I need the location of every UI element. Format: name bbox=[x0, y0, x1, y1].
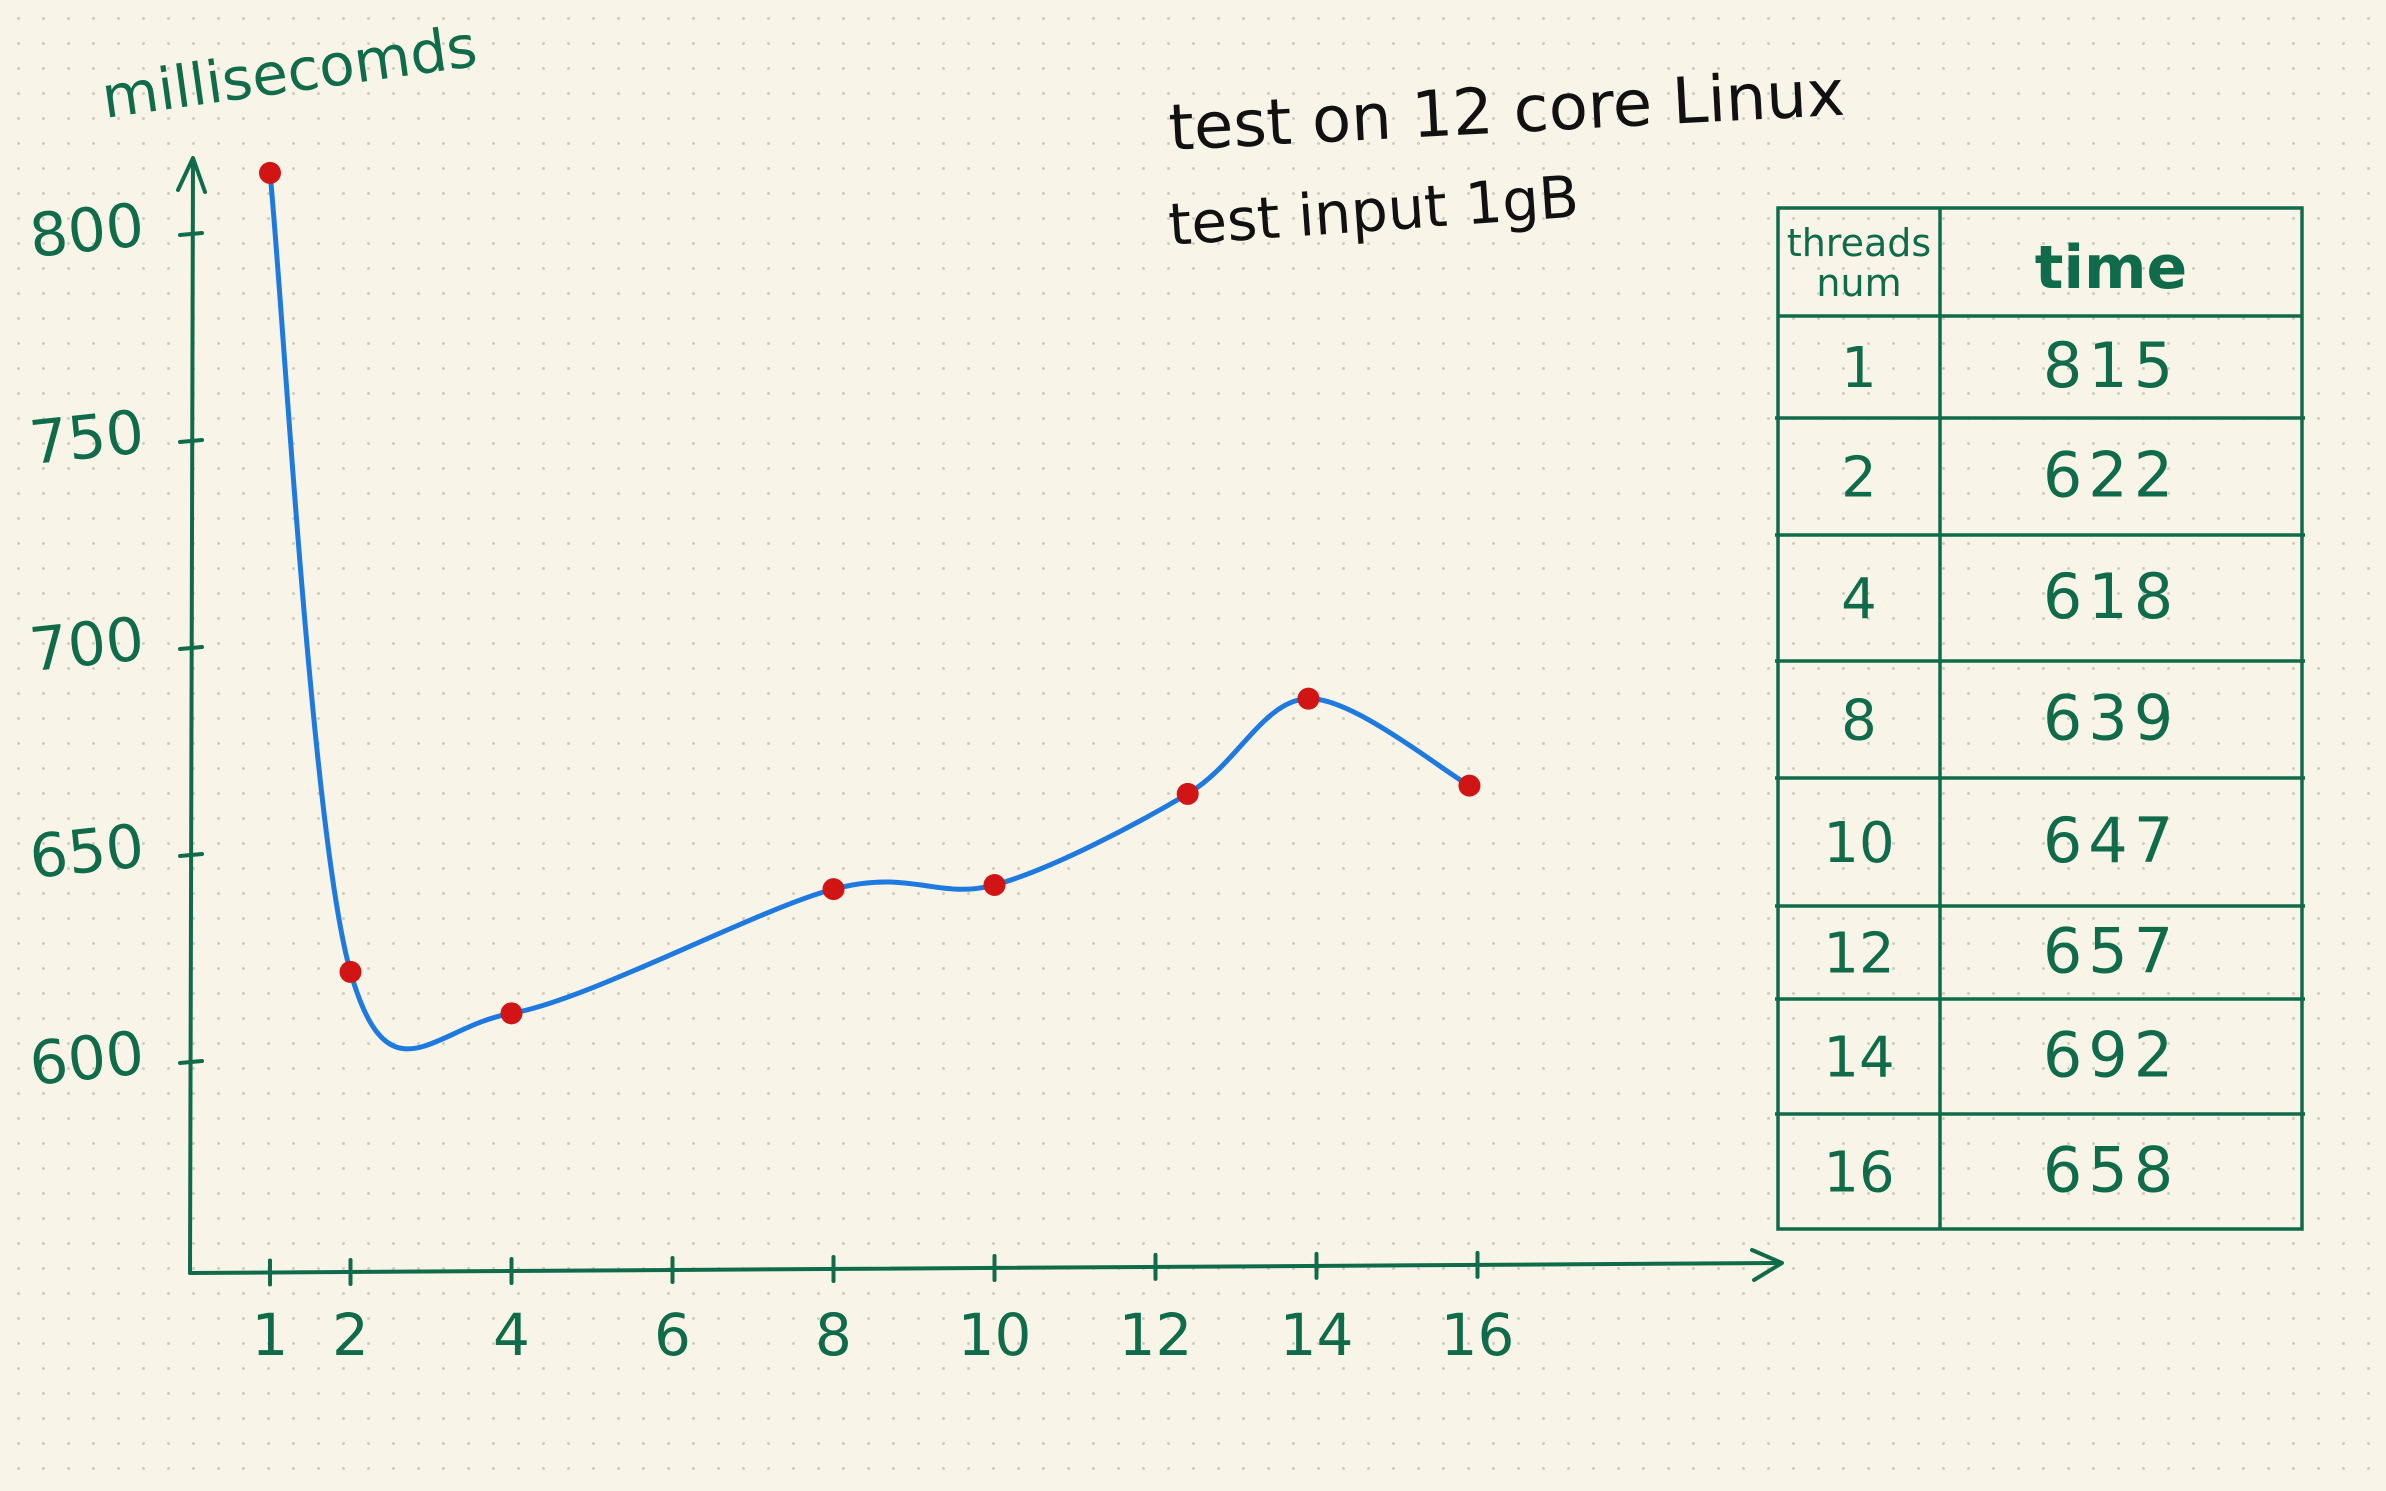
table-cell-time: 815 bbox=[2043, 329, 2179, 402]
x-tick-label: 4 bbox=[493, 1301, 530, 1369]
annotation-1: test on 12 core Linux bbox=[1167, 57, 1846, 166]
table-cell-threads: 14 bbox=[1823, 1026, 1894, 1091]
table-cell-time: 657 bbox=[2043, 915, 2179, 988]
x-tick-label: 1 bbox=[252, 1301, 289, 1369]
annotation-2: test input 1gB bbox=[1166, 162, 1581, 259]
data-table: threads num time 1 815 2 622 4 618 8 639 10 647 12 657… bbox=[1775, 206, 2305, 1231]
y-tick-mark bbox=[178, 645, 204, 651]
y-axis-arrow bbox=[176, 156, 207, 194]
table-cell-time: 622 bbox=[2043, 439, 2179, 512]
y-ticks: 600 650 700 750 800 bbox=[26, 190, 204, 1100]
y-tick-label: 650 bbox=[26, 811, 147, 893]
x-tick-label: 14 bbox=[1280, 1301, 1354, 1369]
table-border bbox=[1776, 206, 2304, 1231]
data-point bbox=[1297, 687, 1320, 710]
x-tick-label: 16 bbox=[1441, 1301, 1515, 1369]
x-axis-arrow bbox=[1750, 1248, 1784, 1282]
y-tick-label: 800 bbox=[26, 190, 147, 272]
x-ticks: 1 2 4 6 8 10 12 14 16 bbox=[252, 1250, 1515, 1369]
axes bbox=[176, 156, 1784, 1282]
plot-area bbox=[259, 161, 1481, 1052]
table-cell-threads: 16 bbox=[1823, 1141, 1894, 1206]
data-point bbox=[500, 1002, 523, 1025]
series-line bbox=[267, 170, 1472, 1052]
table-cell-time: 692 bbox=[2043, 1019, 2179, 1092]
y-tick-label: 750 bbox=[26, 397, 147, 479]
x-tick-label: 10 bbox=[958, 1301, 1032, 1369]
data-point bbox=[1458, 774, 1481, 797]
table-cell-time: 658 bbox=[2043, 1134, 2179, 1207]
x-tick-label: 8 bbox=[815, 1301, 852, 1369]
table-cell-threads: 8 bbox=[1841, 689, 1877, 754]
table-cell-threads: 2 bbox=[1841, 446, 1877, 511]
y-tick-mark bbox=[178, 438, 204, 444]
table-cell-threads: 1 bbox=[1841, 336, 1877, 401]
data-point bbox=[822, 878, 845, 901]
y-tick-mark bbox=[178, 231, 204, 237]
x-tick-label: 12 bbox=[1119, 1301, 1193, 1369]
y-axis bbox=[188, 158, 195, 1275]
y-tick-mark bbox=[178, 1059, 204, 1065]
table-cell-time: 618 bbox=[2043, 560, 2179, 633]
x-tick-label: 6 bbox=[654, 1301, 691, 1369]
x-axis bbox=[188, 1261, 1782, 1275]
table-cell-time: 647 bbox=[2043, 804, 2179, 877]
data-point bbox=[259, 161, 281, 184]
table-cell-threads: 4 bbox=[1841, 567, 1877, 632]
table-header-threads: threads num bbox=[1787, 221, 1931, 305]
y-tick-label: 600 bbox=[26, 1018, 147, 1100]
table-cell-threads: 12 bbox=[1823, 922, 1894, 987]
y-tick-mark bbox=[178, 852, 204, 858]
y-tick-label: 700 bbox=[26, 604, 147, 686]
data-point bbox=[983, 873, 1006, 896]
table-cell-time: 639 bbox=[2043, 682, 2179, 755]
table-header-time: time bbox=[2035, 233, 2187, 303]
table-cell-threads: 10 bbox=[1823, 811, 1894, 876]
y-axis-label: millisecomds bbox=[97, 12, 481, 132]
data-point bbox=[339, 960, 362, 983]
data-point bbox=[1176, 782, 1199, 805]
x-tick-label: 2 bbox=[332, 1301, 369, 1369]
